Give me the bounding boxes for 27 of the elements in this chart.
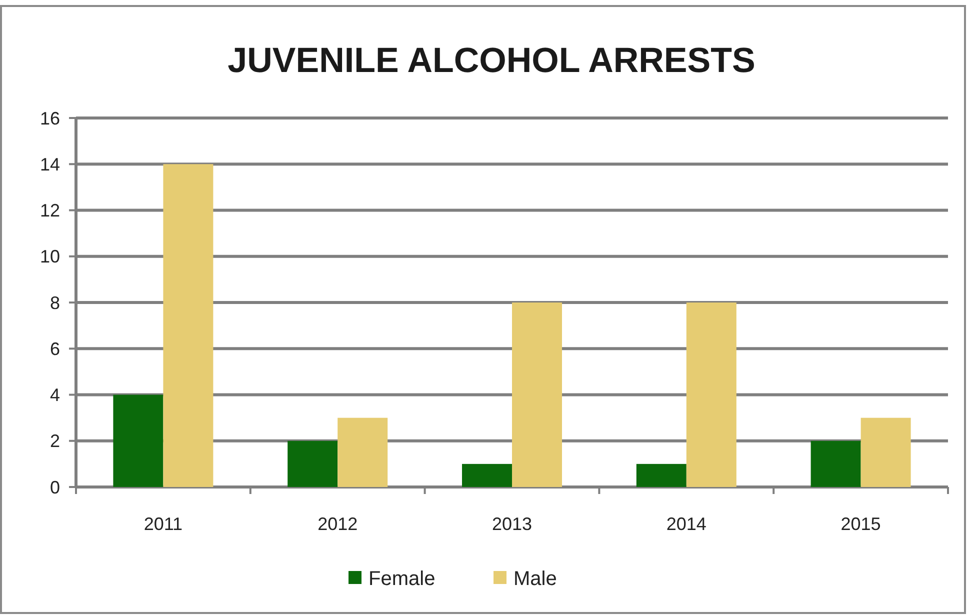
bar [860,418,911,487]
y-tick-label: 2 [50,431,60,452]
y-tick-label: 6 [50,338,60,359]
bar [686,302,736,487]
x-tick-label: 2011 [144,514,183,534]
bar [288,440,338,487]
bar [113,394,164,487]
legend-label: Female [368,568,436,590]
bar [462,464,512,487]
y-tick-label: 8 [50,292,60,313]
chart-title: JUVENILE ALCOHOL ARRESTS [228,41,756,80]
bar [163,164,214,487]
bar [338,418,388,487]
y-tick-label: 16 [40,108,60,128]
y-tick-label: 0 [50,477,60,498]
x-tick-label: 2015 [840,514,881,534]
x-tick-label: 2014 [666,514,706,534]
y-tick-label: 14 [40,154,60,174]
y-tick-label: 12 [40,200,60,221]
y-tick-label: 4 [50,385,60,406]
bar [636,464,686,487]
x-tick-label: 2013 [492,514,532,534]
y-tick-label: 10 [40,246,60,267]
bar [810,440,861,487]
legend-label: Male [514,568,557,590]
bar [512,302,562,487]
x-tick-label: 2012 [318,514,358,534]
